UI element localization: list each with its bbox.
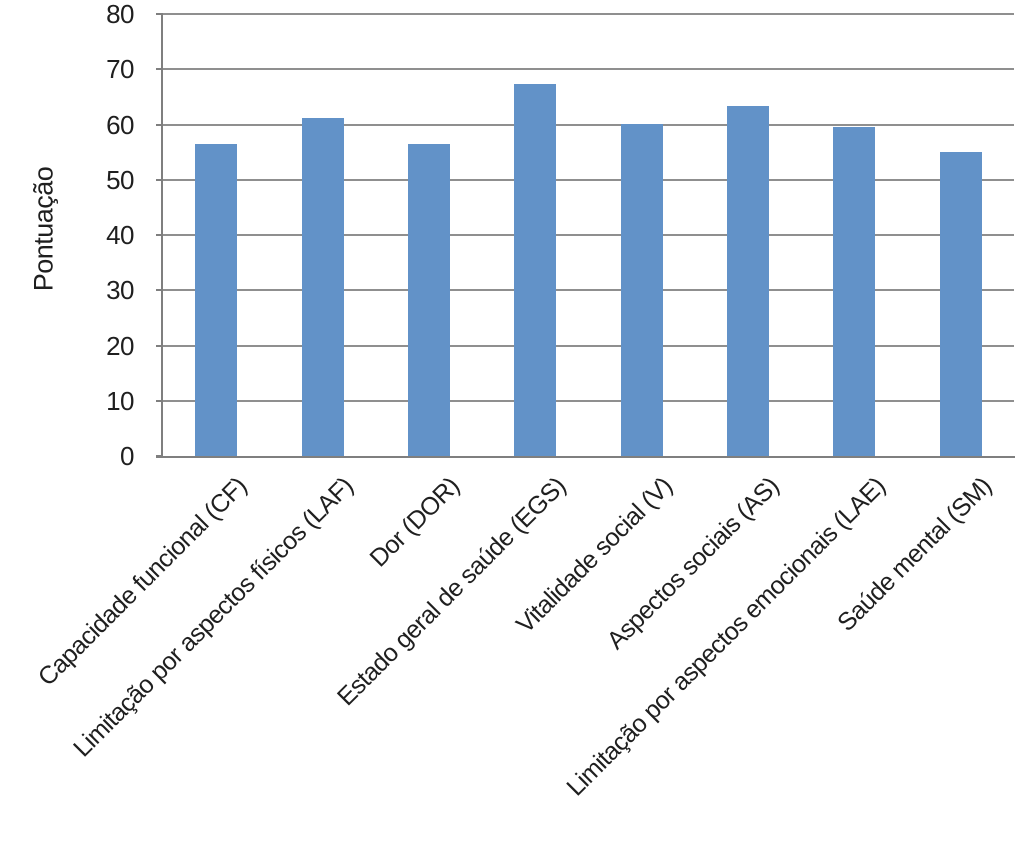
gridline xyxy=(163,68,1014,71)
x-axis-line xyxy=(156,456,1015,458)
gridline xyxy=(163,178,1014,181)
gridline xyxy=(163,123,1014,126)
gridline xyxy=(163,399,1014,402)
y-tick-mark xyxy=(156,13,163,15)
bar xyxy=(727,105,770,456)
y-tick-mark xyxy=(156,234,163,236)
x-category-label: Capacidade funcional (CF) xyxy=(32,472,252,692)
y-tick-label: 30 xyxy=(106,275,134,306)
y-tick-mark xyxy=(156,289,163,292)
bar xyxy=(620,123,663,456)
bar xyxy=(833,126,876,456)
y-tick-label: 10 xyxy=(106,385,134,416)
x-category-label: Dor (DOR) xyxy=(364,472,465,573)
bar xyxy=(407,143,450,456)
y-tick-mark xyxy=(156,68,163,71)
bar xyxy=(939,151,982,456)
y-tick-mark xyxy=(156,178,163,181)
y-tick-label: 50 xyxy=(106,164,134,195)
y-tick-label: 80 xyxy=(106,0,134,29)
y-tick-label: 0 xyxy=(120,441,134,471)
y-tick-label: 70 xyxy=(106,54,134,85)
bar xyxy=(195,143,238,456)
bar xyxy=(301,117,344,456)
x-category-label: Estado geral de saúde (EGS) xyxy=(331,472,572,712)
y-axis-line xyxy=(161,14,163,458)
y-tick-label: 20 xyxy=(106,330,134,361)
gridline xyxy=(163,289,1014,292)
gridline xyxy=(163,344,1014,347)
y-tick-mark xyxy=(156,123,163,126)
y-tick-label: 60 xyxy=(106,109,134,140)
y-tick-label: 40 xyxy=(106,220,134,250)
y-tick-mark xyxy=(156,344,163,347)
gridline xyxy=(163,13,1014,15)
y-tick-mark xyxy=(156,399,163,402)
bar xyxy=(514,84,557,456)
gridline xyxy=(163,234,1014,236)
